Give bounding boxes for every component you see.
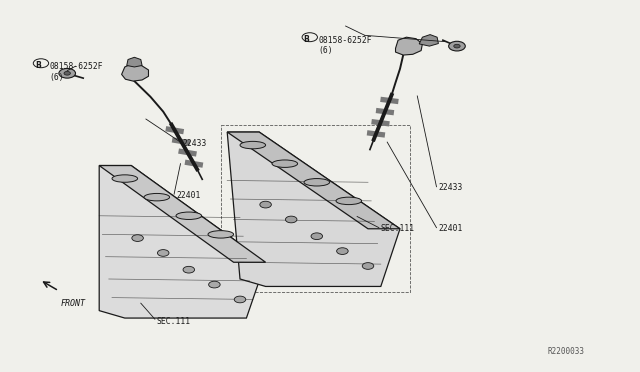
Text: SEC.111: SEC.111: [381, 224, 415, 233]
Circle shape: [337, 248, 348, 254]
Text: 22401: 22401: [176, 191, 200, 200]
Text: R2200033: R2200033: [547, 347, 584, 356]
Ellipse shape: [304, 179, 330, 186]
Circle shape: [260, 201, 271, 208]
Polygon shape: [227, 132, 400, 229]
Polygon shape: [99, 166, 266, 318]
Ellipse shape: [272, 160, 298, 167]
Text: 22401: 22401: [438, 224, 463, 233]
Polygon shape: [396, 37, 422, 55]
Circle shape: [183, 266, 195, 273]
Polygon shape: [99, 166, 266, 262]
Text: 08158-6252F
(6): 08158-6252F (6): [318, 36, 372, 55]
Circle shape: [285, 216, 297, 223]
Ellipse shape: [176, 212, 202, 219]
Text: 22433: 22433: [182, 139, 207, 148]
Ellipse shape: [112, 175, 138, 182]
Ellipse shape: [240, 141, 266, 149]
Polygon shape: [127, 57, 142, 67]
Text: 22433: 22433: [438, 183, 463, 192]
Ellipse shape: [336, 197, 362, 205]
Circle shape: [132, 235, 143, 241]
Text: B: B: [304, 35, 309, 44]
Text: SEC.111: SEC.111: [157, 317, 191, 326]
Ellipse shape: [144, 193, 170, 201]
Circle shape: [64, 71, 70, 75]
Polygon shape: [227, 132, 400, 286]
Circle shape: [449, 41, 465, 51]
Circle shape: [454, 44, 460, 48]
Circle shape: [209, 281, 220, 288]
Polygon shape: [122, 64, 148, 81]
Circle shape: [311, 233, 323, 240]
Circle shape: [157, 250, 169, 256]
Circle shape: [234, 296, 246, 303]
Polygon shape: [419, 35, 438, 46]
Circle shape: [362, 263, 374, 269]
Ellipse shape: [208, 231, 234, 238]
Text: B: B: [35, 61, 40, 70]
Text: 08158-6252F
(6): 08158-6252F (6): [49, 62, 103, 81]
Text: FRONT: FRONT: [61, 299, 86, 308]
Circle shape: [59, 68, 76, 78]
